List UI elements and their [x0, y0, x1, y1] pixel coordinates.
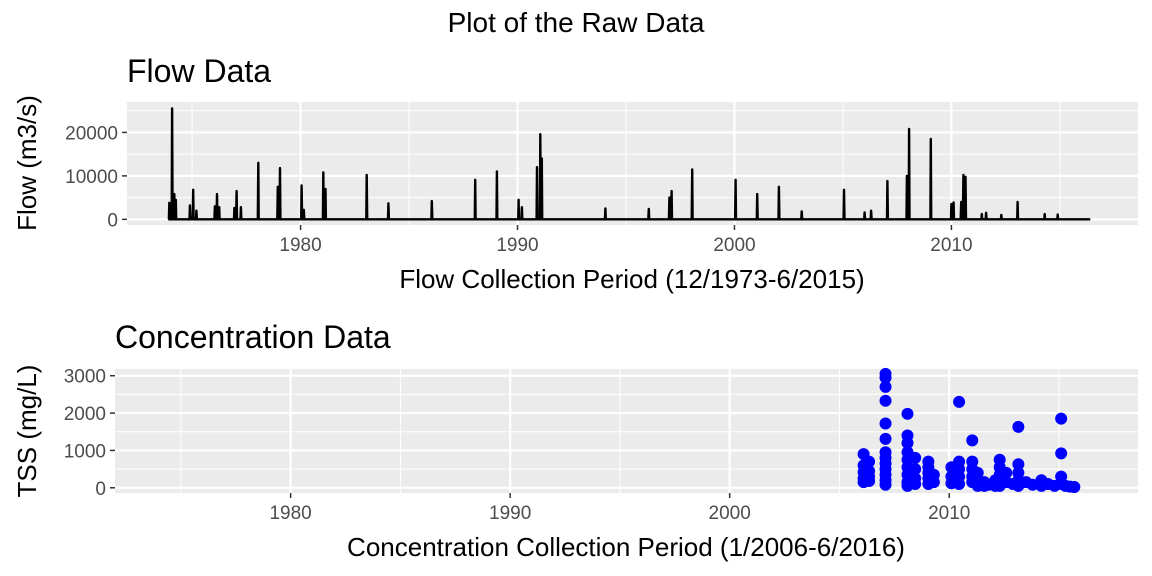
concentration-data-point: [879, 371, 892, 384]
concentration-data-point: [1055, 447, 1068, 460]
concentration-data-point: [953, 395, 966, 408]
flow-x-tick-label: 2010: [930, 235, 972, 256]
concentration-y-tick-label: 0: [95, 479, 106, 500]
concentration-x-tick-label: 2010: [928, 503, 970, 524]
concentration-data-point: [927, 476, 940, 489]
flow-y-tick-label: 10000: [65, 167, 118, 188]
flow-x-tick-label: 2000: [713, 235, 755, 256]
flow-panel: Flow Data 0 10000 20000 1980 1990 2000 2010 F…: [12, 53, 1138, 294]
flow-y-tick-label: 20000: [65, 123, 118, 144]
concentration-y-tick-label: 2000: [64, 404, 106, 425]
concentration-data-point: [1068, 481, 1081, 494]
flow-x-tick-label: 1980: [279, 235, 321, 256]
concentration-x-axis-title: Concentration Collection Period (1/2006-…: [347, 532, 905, 562]
concentration-data-point: [1055, 412, 1068, 425]
concentration-data-point: [879, 380, 892, 393]
flow-y-axis: 0 10000 20000: [65, 123, 127, 231]
concentration-y-tick-label: 1000: [64, 441, 106, 462]
concentration-data-point: [863, 475, 876, 488]
concentration-series: [857, 367, 1081, 494]
flow-x-tick-label: 1990: [496, 235, 538, 256]
concentration-data-point: [909, 463, 922, 476]
concentration-data-point: [879, 417, 892, 430]
concentration-plot-background: [115, 369, 1138, 493]
concentration-data-point: [909, 478, 922, 491]
concentration-x-axis: 1980 1990 2000 2010: [269, 493, 970, 524]
concentration-y-tick-label: 3000: [64, 367, 106, 388]
flow-x-axis-title: Flow Collection Period (12/1973-6/2015): [399, 264, 864, 294]
concentration-data-point: [901, 436, 914, 449]
concentration-y-axis-title: TSS (mg/L): [12, 365, 42, 498]
concentration-data-point: [863, 455, 876, 468]
concentration-data-point: [909, 451, 922, 464]
flow-panel-title: Flow Data: [127, 53, 271, 89]
concentration-panel: Concentration Data 0 1000 2000 3000 1980 199…: [12, 319, 1138, 562]
flow-series: [167, 107, 1091, 221]
figure-title: Plot of the Raw Data: [448, 7, 705, 38]
concentration-data-point: [1000, 466, 1013, 479]
concentration-x-tick-label: 2000: [709, 503, 751, 524]
flow-x-axis: 1980 1990 2000 2010: [279, 225, 973, 256]
concentration-data-point: [966, 434, 979, 447]
concentration-x-tick-label: 1990: [489, 503, 531, 524]
concentration-panel-title: Concentration Data: [115, 319, 391, 355]
concentration-data-point: [1012, 420, 1025, 433]
concentration-data-point: [879, 432, 892, 445]
flow-y-axis-title: Flow (m3/s): [12, 95, 42, 231]
concentration-data-point: [879, 478, 892, 491]
concentration-x-tick-label: 1980: [269, 503, 311, 524]
flow-plot-background: [127, 102, 1138, 225]
concentration-data-point: [953, 478, 966, 491]
concentration-data-point: [879, 394, 892, 407]
concentration-data-point: [1012, 458, 1025, 471]
concentration-y-axis: 0 1000 2000 3000: [64, 367, 115, 500]
flow-y-tick-label: 0: [107, 210, 118, 231]
concentration-data-point: [901, 407, 914, 420]
